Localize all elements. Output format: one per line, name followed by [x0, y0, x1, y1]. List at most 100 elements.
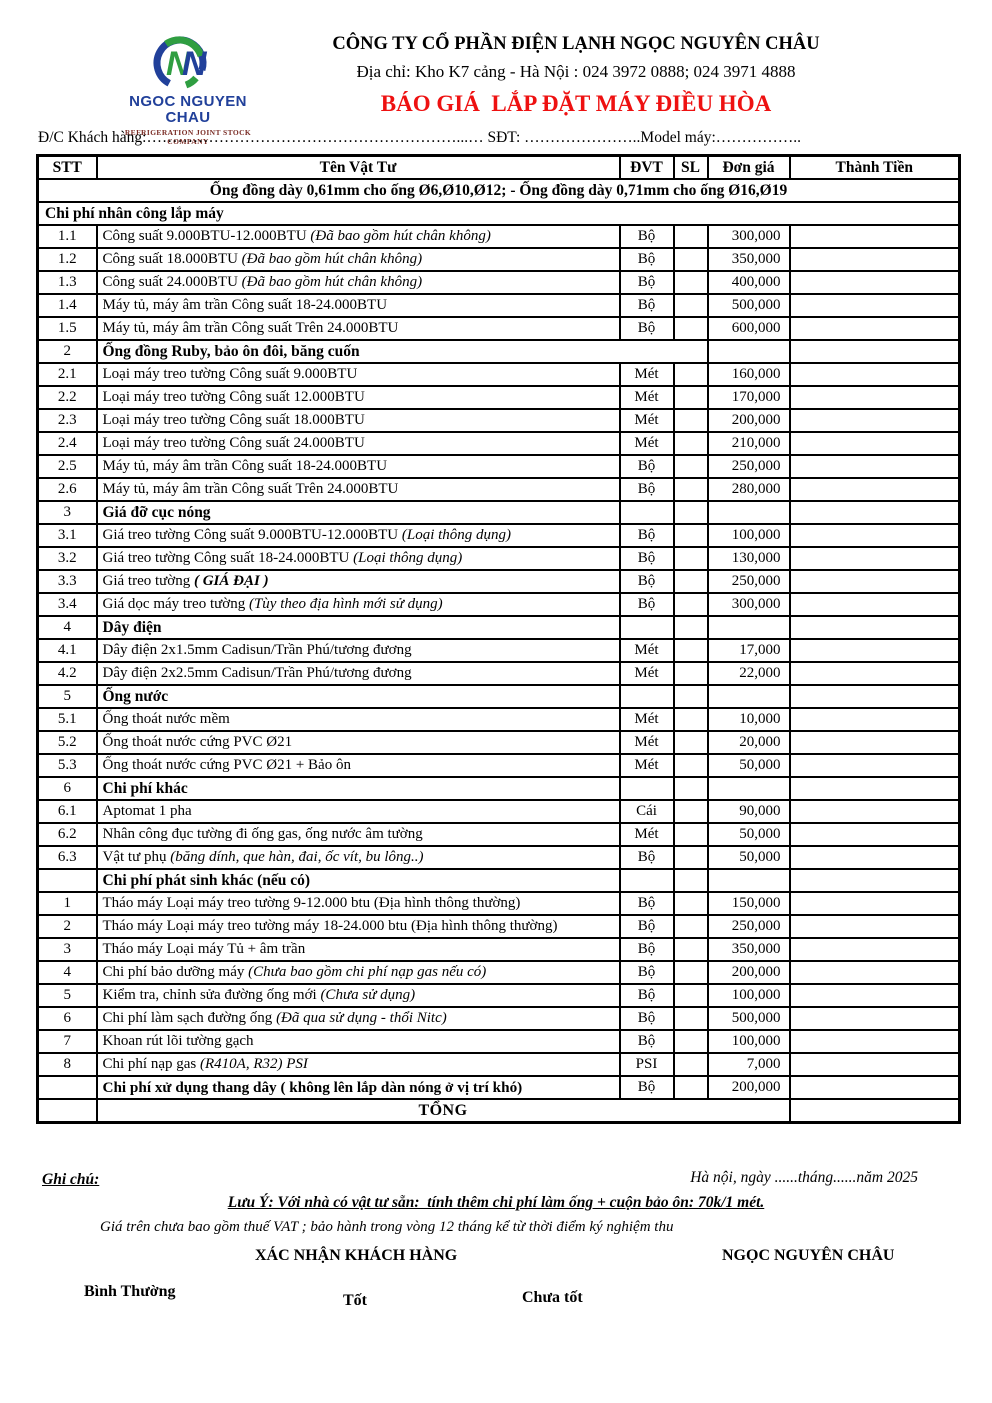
- table-row: 5.2 Ống thoát nước cứng PVC Ø21 Mét 20,000: [36, 730, 961, 755]
- cell-total: [788, 776, 961, 801]
- cell-qty: [672, 523, 709, 548]
- cell-unit-price: 170,000: [706, 385, 791, 410]
- table-row: 2.1 Loại máy treo tường Công suất 9.000BT…: [36, 362, 961, 387]
- cell-name: Tháo máy Loại máy treo tường máy 18-24.0…: [95, 914, 621, 939]
- table-header-row: STT Tên Vật Tư ĐVT SL Đơn giá Thành Tiền: [36, 154, 961, 180]
- cell-qty: [672, 592, 709, 617]
- cell-unit: Bộ: [618, 316, 675, 341]
- date-line: Hà nội, ngày ......tháng......năm 2025: [690, 1169, 918, 1186]
- cell-name: Giá treo tường Công suất 18-24.000BTU (L…: [95, 546, 621, 571]
- cell-stt: 4: [36, 615, 98, 640]
- cell-name: Chi phí khác: [95, 776, 621, 801]
- rating-normal-label: Bình Thường: [84, 1283, 176, 1300]
- cell-stt: 3.1: [36, 523, 98, 548]
- cell-total: [788, 316, 961, 341]
- table-row: 3 Giá đỡ cục nóng: [36, 500, 961, 525]
- cell-total: [788, 293, 961, 318]
- cell-stt: 2.2: [36, 385, 98, 410]
- cell-stt: [36, 1098, 98, 1124]
- table-row: 4.1 Dây điện 2x1.5mm Cadisun/Trần Phú/tươ…: [36, 638, 961, 663]
- cell-stt: [36, 868, 98, 893]
- cell-stt: 3: [36, 500, 98, 525]
- item-name: Dây điện 2x2.5mm Cadisun/Trần Phú/tương …: [102, 665, 412, 681]
- logo-company-name: NGOC NGUYEN CHAU: [129, 93, 247, 126]
- cell-total: [788, 1029, 961, 1054]
- table-row: 1.1 Công suất 9.000BTU-12.000BTU (Đã bao …: [36, 224, 961, 249]
- table-header: STT Tên Vật Tư ĐVT SL Đơn giá Thành Tiền: [36, 154, 961, 180]
- table-body: Ống đồng dày 0,61mm cho ống Ø6,Ø10,Ø12; …: [36, 178, 961, 1124]
- cell-stt: 2: [36, 914, 98, 939]
- table-row: 2.2 Loại máy treo tường Công suất 12.000B…: [36, 385, 961, 410]
- cell-unit: Mét: [618, 408, 675, 433]
- cell-unit-price: [706, 615, 791, 640]
- cell-name: Tháo máy Loại máy treo tường 9-12.000 bt…: [95, 891, 621, 916]
- cell-unit: Bộ: [618, 960, 675, 985]
- cell-total: [788, 822, 961, 847]
- logo-emblem-icon: N N: [153, 36, 208, 90]
- table-row: 3.2 Giá treo tường Công suất 18-24.000BTU…: [36, 546, 961, 571]
- table-row: 2 Ống đồng Ruby, bảo ôn đôi, băng cuốn: [36, 339, 961, 364]
- cell-total: [788, 270, 961, 295]
- table-row: 1.2 Công suất 18.000BTU (Đã bao gồm hút c…: [36, 247, 961, 272]
- table-row: TỔNG: [36, 1098, 961, 1124]
- customer-confirmation-label: XÁC NHẬN KHÁCH HÀNG: [255, 1247, 458, 1264]
- cell-qty: [672, 362, 709, 387]
- cell-qty: [672, 615, 709, 640]
- cell-qty: [672, 638, 709, 663]
- cell-name: Giá dọc máy treo tường (Tùy theo địa hìn…: [95, 592, 621, 617]
- cell-stt: 5.2: [36, 730, 98, 755]
- cell-total: [788, 408, 961, 433]
- cell-stt: 3.2: [36, 546, 98, 571]
- price-table-wrap: STT Tên Vật Tư ĐVT SL Đơn giá Thành Tiền Ống …: [36, 154, 961, 1124]
- cell-stt: 1.3: [36, 270, 98, 295]
- cell-name: Máy tủ, máy âm trần Công suất Trên 24.00…: [95, 477, 621, 502]
- cell-unit-price: 350,000: [706, 247, 791, 272]
- cell-name: Máy tủ, máy âm trần Công suất Trên 24.00…: [95, 316, 621, 341]
- column-header: STT: [36, 154, 98, 180]
- cell-unit: Mét: [618, 385, 675, 410]
- cell-total: [788, 339, 961, 364]
- cell-qty: [672, 707, 709, 732]
- price-table: STT Tên Vật Tư ĐVT SL Đơn giá Thành Tiền Ống …: [36, 154, 961, 1124]
- table-row: 1.5 Máy tủ, máy âm trần Công suất Trên 24…: [36, 316, 961, 341]
- cell-unit: Bộ: [618, 1029, 675, 1054]
- cell-name: Loại máy treo tường Công suất 9.000BTU: [95, 362, 621, 387]
- cell-unit-price: 22,000: [706, 661, 791, 686]
- cell-unit: Mét: [618, 431, 675, 456]
- cell-total: [788, 960, 961, 985]
- item-note: (Đã bao gồm hút chân không): [310, 228, 491, 244]
- company-signature-label: NGỌC NGUYÊN CHÂU: [722, 1247, 895, 1264]
- cell-unit-price: [706, 868, 791, 893]
- attention-note: Lưu Ý: Với nhà có vật tư sẵn: tính thêm …: [227, 1194, 765, 1211]
- cell-unit: Mét: [618, 822, 675, 847]
- cell-stt: 6.3: [36, 845, 98, 870]
- cell-stt: 4: [36, 960, 98, 985]
- cell-name: Chi phí phát sinh khác (nếu có): [95, 868, 621, 893]
- cell-unit-price: 400,000: [706, 270, 791, 295]
- cell-name: Giá treo tường ( GIÁ ĐẠI ): [95, 569, 621, 594]
- column-header: Đơn giá: [706, 154, 791, 180]
- item-name: Công suất 24.000BTU: [102, 274, 242, 290]
- cell-name: Giá đỡ cục nóng: [95, 500, 621, 525]
- cell-qty: [672, 316, 709, 341]
- cell-name: Loại máy treo tường Công suất 24.000BTU: [95, 431, 621, 456]
- cell-name: Công suất 18.000BTU (Đã bao gồm hút chân…: [95, 247, 621, 272]
- item-name: Loại máy treo tường Công suất 9.000BTU: [102, 366, 358, 382]
- cell-stt: 4.2: [36, 661, 98, 686]
- cell-total: [788, 431, 961, 456]
- cell-unit-price: 160,000: [706, 362, 791, 387]
- cell-qty: [672, 868, 709, 893]
- cell-unit-price: 500,000: [706, 1006, 791, 1031]
- cell-unit-price: 150,000: [706, 891, 791, 916]
- cell-total: [788, 684, 961, 709]
- table-row: 5.1 Ống thoát nước mềm Mét 10,000: [36, 707, 961, 732]
- cell-total: [788, 753, 961, 778]
- cell-unit-price: 100,000: [706, 983, 791, 1008]
- cell-unit: Bộ: [618, 523, 675, 548]
- cell-unit-price: 10,000: [706, 707, 791, 732]
- cell-unit: Mét: [618, 661, 675, 686]
- cell-stt: 3.3: [36, 569, 98, 594]
- cell-qty: [672, 385, 709, 410]
- cell-stt: 6: [36, 776, 98, 801]
- cell-name: Kiểm tra, chỉnh sửa đường ống mới (Chưa …: [95, 983, 621, 1008]
